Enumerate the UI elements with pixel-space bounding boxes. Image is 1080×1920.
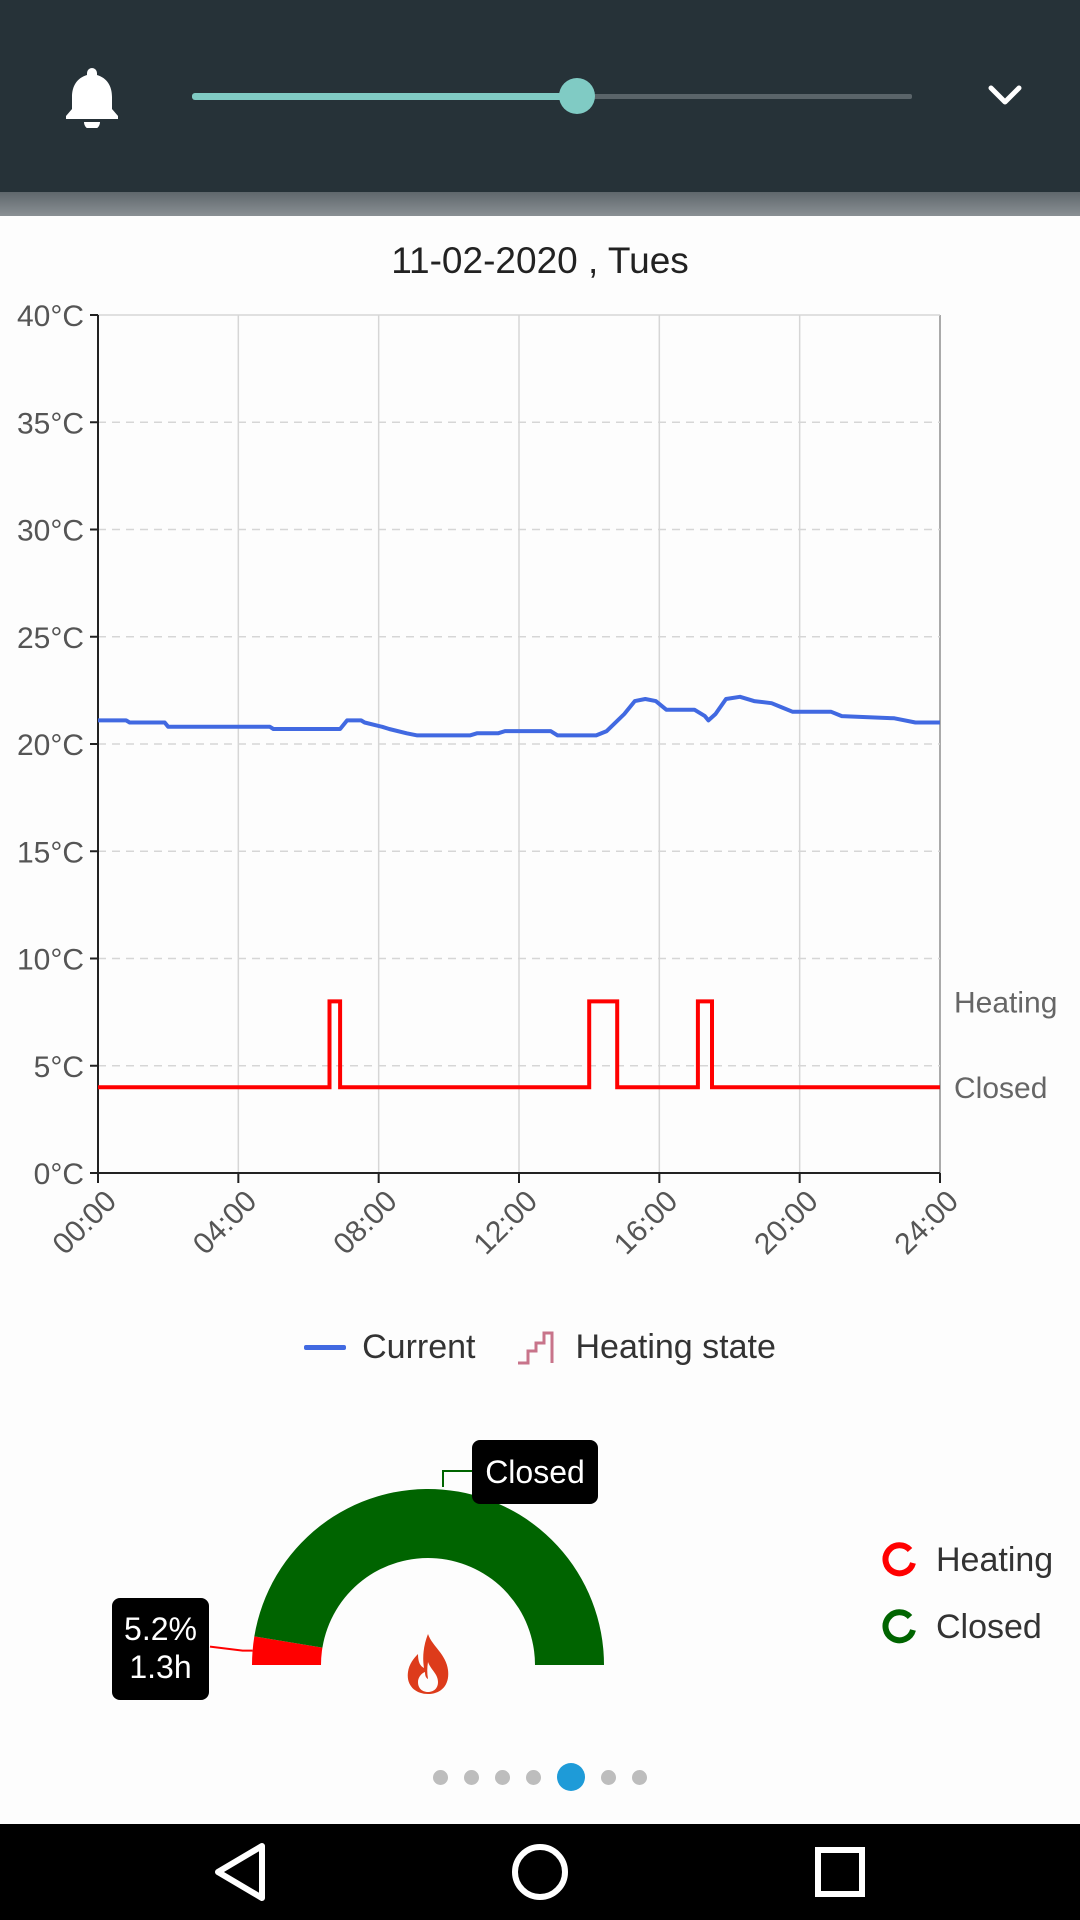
page-dot[interactable] bbox=[557, 1763, 585, 1791]
x-tick-label: 08:00 bbox=[327, 1185, 403, 1261]
flame-icon bbox=[407, 1634, 449, 1694]
chart-title: 11-02-2020 , Tues bbox=[391, 240, 689, 281]
system-nav-bar bbox=[0, 1824, 1080, 1920]
y-tick-label: 15°C bbox=[17, 836, 84, 869]
legend-heating-state[interactable]: Heating state bbox=[516, 1328, 776, 1367]
step-line-icon bbox=[517, 1331, 553, 1365]
tooltip-closed: Closed bbox=[472, 1440, 598, 1504]
legend-current[interactable]: Current bbox=[304, 1327, 476, 1367]
top-app-bar bbox=[0, 0, 1080, 192]
tooltip-heating-connector bbox=[209, 1645, 253, 1652]
gauge-slice-heating bbox=[252, 1636, 323, 1665]
page-indicator bbox=[0, 1762, 1080, 1792]
tooltip-heating-hours: 1.3h bbox=[129, 1649, 192, 1685]
chevron-down-icon[interactable] bbox=[985, 80, 1025, 110]
slider-fill bbox=[192, 93, 578, 100]
gauge-legend-heating-label: Heating bbox=[936, 1541, 1054, 1579]
temperature-chart: 0°C 5°C 10°C 15°C 20°C 25°C 30°C 35°C 40°C 00:00 0… bbox=[17, 300, 1057, 1261]
ring-icon bbox=[882, 1541, 916, 1576]
gauge-legend-closed[interactable]: Closed bbox=[880, 1608, 1042, 1647]
x-tick-label: 12:00 bbox=[468, 1185, 544, 1261]
heating-gauge bbox=[209, 1470, 605, 1665]
page-dot[interactable] bbox=[632, 1769, 647, 1785]
bell-icon[interactable] bbox=[64, 64, 120, 128]
page-dot[interactable] bbox=[601, 1769, 616, 1785]
x-tick-label: 04:00 bbox=[187, 1185, 263, 1261]
chart-legend: Current Heating state bbox=[0, 1322, 1080, 1372]
app-bar-shadow bbox=[0, 192, 1080, 216]
y-tick-label: 0°C bbox=[34, 1158, 84, 1191]
x-tick-label: 20:00 bbox=[748, 1185, 824, 1261]
y-tick-label: 5°C bbox=[34, 1051, 84, 1084]
home-icon[interactable] bbox=[492, 1824, 588, 1920]
x-tick-label: 24:00 bbox=[889, 1185, 965, 1261]
y-tick-label: 25°C bbox=[17, 622, 84, 655]
x-tick-label: 00:00 bbox=[47, 1185, 123, 1261]
legend-heating-state-label: Heating state bbox=[575, 1327, 776, 1366]
state-label-closed: Closed bbox=[954, 1072, 1047, 1105]
page-dot[interactable] bbox=[526, 1769, 541, 1785]
y-tick-label: 10°C bbox=[17, 944, 84, 977]
y-tick-label: 20°C bbox=[17, 729, 84, 762]
gauge-slice-closed bbox=[254, 1489, 605, 1665]
tooltip-heating: 5.2% 1.3h bbox=[112, 1598, 209, 1700]
page-dot[interactable] bbox=[495, 1769, 510, 1785]
legend-current-swatch bbox=[304, 1344, 347, 1350]
series-current-line bbox=[98, 694, 940, 738]
back-icon[interactable] bbox=[192, 1824, 288, 1920]
tooltip-heating-percent: 5.2% bbox=[124, 1611, 197, 1647]
gauge-legend-heating[interactable]: Heating bbox=[880, 1541, 1053, 1580]
ring-icon bbox=[882, 1608, 916, 1643]
y-tick-label: 30°C bbox=[17, 515, 84, 548]
page-dot[interactable] bbox=[464, 1769, 479, 1785]
slider-thumb[interactable] bbox=[559, 78, 596, 114]
legend-current-label: Current bbox=[362, 1327, 476, 1366]
x-tick-label: 16:00 bbox=[608, 1185, 684, 1261]
y-tick-label: 40°C bbox=[17, 300, 84, 333]
state-label-heating: Heating bbox=[954, 986, 1057, 1019]
page-dot[interactable] bbox=[433, 1769, 448, 1785]
gauge-legend-closed-label: Closed bbox=[936, 1608, 1042, 1646]
brightness-slider[interactable] bbox=[192, 78, 912, 114]
series-heating-state-line bbox=[98, 999, 940, 1090]
tooltip-closed-connector bbox=[442, 1470, 476, 1487]
y-tick-label: 35°C bbox=[17, 407, 84, 440]
recents-icon[interactable] bbox=[792, 1824, 888, 1920]
